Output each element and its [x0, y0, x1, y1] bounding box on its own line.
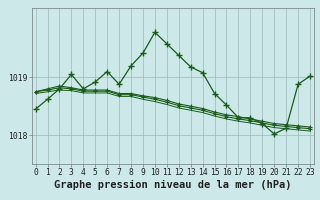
X-axis label: Graphe pression niveau de la mer (hPa): Graphe pression niveau de la mer (hPa) — [54, 180, 292, 190]
